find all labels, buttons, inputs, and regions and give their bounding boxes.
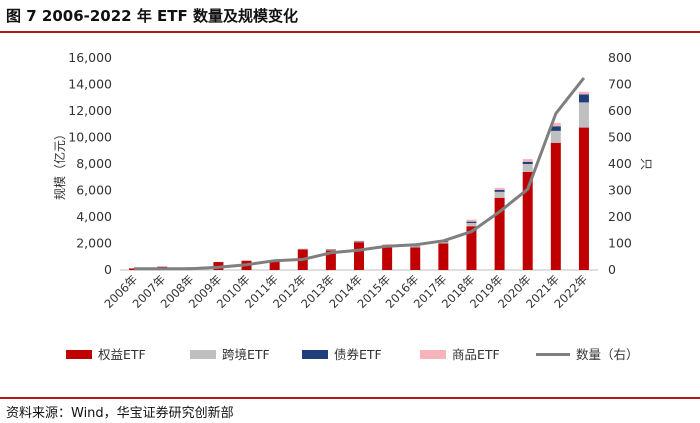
bar-segment xyxy=(466,221,477,223)
legend-label: 商品ETF xyxy=(452,347,500,362)
left-axis-label: 规模（亿元） xyxy=(52,128,67,200)
bar-segment xyxy=(466,226,477,270)
right-tick-label: 800 xyxy=(608,50,632,65)
etf-chart: 0 2,000 4,000 6,000 8,000 10,000 12,000 14,000 1… xyxy=(52,50,653,362)
bar-segment xyxy=(354,242,364,270)
bar-segment xyxy=(269,261,280,270)
legend: 权益ETF 跨境ETF 债券ETF 商品ETF 数量（右） xyxy=(66,347,639,362)
left-tick-label: 14,000 xyxy=(68,77,112,92)
left-tick-label: 8,000 xyxy=(76,156,112,171)
bar-segment xyxy=(354,241,364,243)
bar-segment xyxy=(325,249,336,250)
bar-segment xyxy=(297,248,308,250)
left-tick-label: 4,000 xyxy=(76,209,112,224)
bar-segment xyxy=(129,268,140,270)
legend-swatch xyxy=(66,350,92,359)
bar-segment xyxy=(466,222,477,227)
bar-segment xyxy=(382,246,393,270)
right-tick-label: 500 xyxy=(608,130,632,145)
left-axis-ticks: 0 2,000 4,000 6,000 8,000 10,000 12,000 14,000 1… xyxy=(68,50,112,277)
bar-segment xyxy=(522,159,533,162)
bar-segment xyxy=(325,249,336,251)
left-tick-label: 16,000 xyxy=(68,50,112,65)
right-tick-label: 400 xyxy=(608,156,632,171)
bar-segment xyxy=(550,142,561,270)
legend-label: 债券ETF xyxy=(334,347,382,362)
legend-swatch xyxy=(420,350,446,359)
figure-title: 图 7 2006-2022 年 ETF 数量及规模变化 xyxy=(6,7,298,25)
x-axis-ticks: 2006年2007年2008年2009年2010年2011年2012年2013年… xyxy=(101,272,590,311)
right-tick-label: 700 xyxy=(608,77,632,92)
bar-segment xyxy=(325,249,336,250)
bar-series xyxy=(129,91,589,270)
right-tick-label: 600 xyxy=(608,103,632,118)
bar-segment xyxy=(494,189,505,192)
bar-segment xyxy=(410,246,421,248)
bar-segment xyxy=(578,102,589,128)
bar-segment xyxy=(438,242,449,244)
bar-segment xyxy=(438,243,449,270)
bar-segment xyxy=(354,241,364,242)
legend-swatch xyxy=(302,350,328,359)
bar-segment xyxy=(550,122,561,127)
legend-label: 数量（右） xyxy=(576,347,639,362)
bar-segment xyxy=(410,247,421,270)
left-tick-label: 2,000 xyxy=(76,236,112,251)
legend-label: 跨境ETF xyxy=(222,347,270,362)
left-tick-label: 10,000 xyxy=(68,130,112,145)
left-tick-label: 0 xyxy=(104,262,112,277)
bar-segment xyxy=(550,130,561,143)
right-tick-label: 300 xyxy=(608,183,632,198)
bar-segment xyxy=(578,94,589,103)
right-tick-label: 200 xyxy=(608,209,632,224)
bar-segment xyxy=(494,191,505,198)
bar-segment xyxy=(522,161,533,164)
legend-label: 权益ETF xyxy=(98,347,146,362)
source-divider xyxy=(0,397,700,399)
bar-segment xyxy=(578,91,589,95)
legend-swatch xyxy=(190,350,216,359)
left-tick-label: 6,000 xyxy=(76,183,112,198)
bar-segment xyxy=(466,219,477,222)
title-divider xyxy=(0,31,700,33)
left-tick-label: 12,000 xyxy=(68,103,112,118)
bar-segment xyxy=(494,187,505,190)
right-tick-label: 100 xyxy=(608,236,632,251)
bar-segment xyxy=(578,127,589,270)
bar-segment xyxy=(354,240,364,242)
bar-segment xyxy=(325,250,336,270)
right-tick-label: 0 xyxy=(608,262,616,277)
plot-area: 0 2,000 4,000 6,000 8,000 10,000 12,000 14,000 1… xyxy=(68,50,632,311)
right-axis-ticks: 0 100 200 300 400 500 600 700 800 xyxy=(608,50,632,277)
bar-segment xyxy=(522,164,533,172)
bar-segment xyxy=(550,126,561,131)
right-axis-label: 只 xyxy=(639,158,653,170)
bar-segment xyxy=(522,171,533,270)
bar-segment xyxy=(494,197,505,270)
count-line xyxy=(134,76,586,271)
source-note: 资料来源：Wind，华宝证券研究创新部 xyxy=(6,406,234,421)
